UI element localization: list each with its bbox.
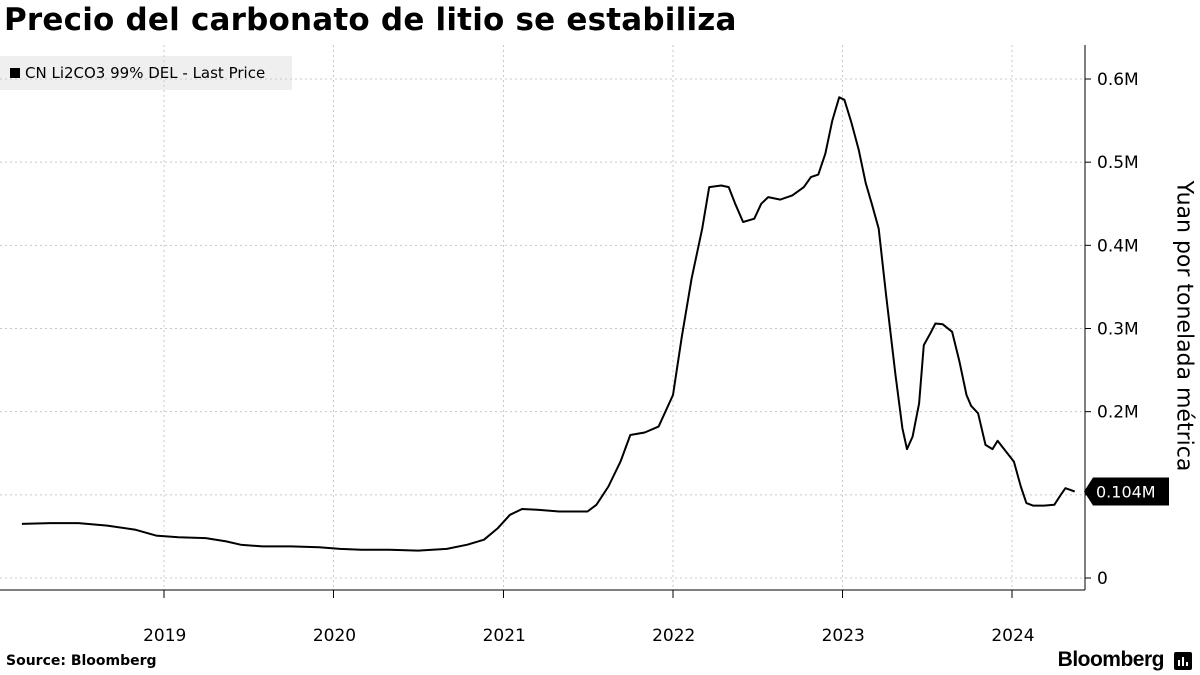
series-line [21,96,1076,552]
y-tick-label: 0.3M [1097,320,1139,340]
last-value-tag [1084,477,1169,506]
x-tick-label: 2020 [313,626,356,646]
y-tick-label: 0.5M [1097,153,1139,173]
y-tick-label: 0 [1097,569,1108,589]
bloomberg-chart-icon [1174,652,1192,670]
x-tick-label: 2024 [991,626,1034,646]
last-value-label: 0.104M [1096,483,1156,502]
chart-title: Precio del carbonato de litio se estabil… [4,2,737,38]
y-tick-label: 0.4M [1097,236,1139,256]
x-tick-label: 2021 [483,626,526,646]
x-tick-label: 2022 [652,626,695,646]
y-axis-label: Yuan por tonelada métrica [1171,180,1197,472]
source-note: Source: Bloomberg [6,653,157,669]
brand-logo: Bloomberg [1057,648,1165,671]
x-tick-label: 2019 [143,626,186,646]
x-tick-label: 2023 [822,626,865,646]
y-tick-label: 0.2M [1097,403,1139,423]
legend-label: CN Li2CO3 99% DEL - Last Price [25,64,266,82]
legend-swatch [10,68,20,78]
legend: CN Li2CO3 99% DEL - Last Price [0,56,292,90]
y-tick-label: 0.6M [1097,70,1139,90]
